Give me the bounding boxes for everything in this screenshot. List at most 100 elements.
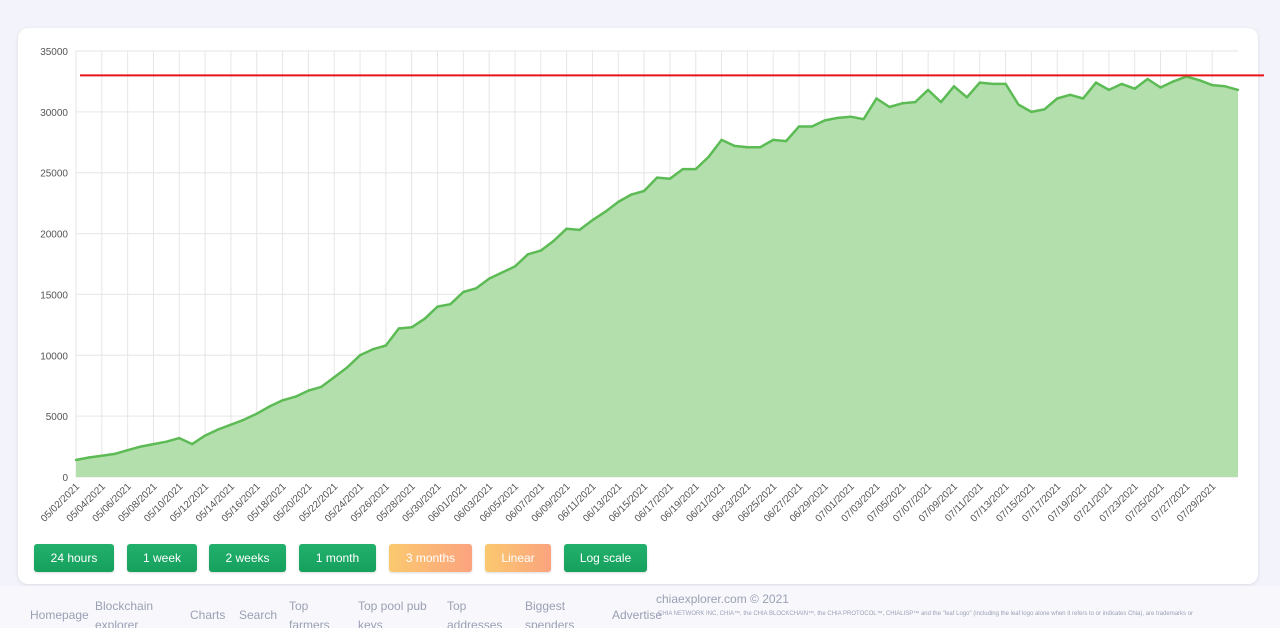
data-point — [952, 85, 956, 88]
data-point — [720, 138, 723, 142]
data-point — [565, 227, 568, 230]
footer-link-blockchain-explorer[interactable]: Blockchain explorer — [95, 599, 154, 628]
footer-link-homepage[interactable]: Homepage — [30, 608, 89, 622]
y-tick-label: 5000 — [46, 412, 69, 423]
data-point — [74, 458, 78, 462]
data-point — [733, 144, 736, 148]
data-point — [1069, 93, 1072, 97]
data-point — [126, 449, 129, 452]
y-tick-label: 20000 — [40, 230, 68, 241]
data-point — [1198, 79, 1201, 82]
data-point — [604, 210, 607, 213]
footer-link-top-farmers[interactable]: Top farmers — [289, 599, 330, 628]
data-point — [875, 97, 878, 100]
data-point — [436, 305, 439, 308]
data-point — [242, 418, 245, 421]
log-scale-button[interactable]: Log scale — [564, 544, 647, 572]
data-point — [1017, 103, 1020, 106]
data-point — [552, 239, 555, 243]
data-point — [488, 277, 491, 280]
data-point — [539, 249, 542, 252]
data-point — [991, 82, 994, 86]
site-footer: chiaexplorer.com © 2021 CHIA NETWORK INC… — [0, 586, 1280, 628]
data-point — [397, 327, 400, 330]
data-point — [642, 189, 646, 193]
data-point — [617, 200, 620, 204]
network-space-chart: 0 5000 10000 15000 20000 25000 30000 35000 05/0… — [39, 47, 1240, 525]
footer-link-biggest-spenders[interactable]: Biggest spenders — [525, 599, 575, 628]
y-tick-label: 25000 — [40, 169, 68, 180]
data-point — [1081, 97, 1085, 100]
data-point — [1043, 108, 1046, 111]
data-point — [591, 219, 594, 222]
data-point — [1185, 75, 1188, 78]
data-point — [1223, 85, 1227, 88]
x-axis-ticks: 05/02/202105/04/202105/06/202105/08/2021… — [39, 481, 1219, 524]
data-point — [178, 436, 181, 440]
data-point — [668, 177, 672, 180]
data-point — [1146, 77, 1149, 81]
data-point — [746, 146, 749, 149]
range-1-month-button[interactable]: 1 month — [299, 544, 376, 572]
y-tick-label: 15000 — [40, 290, 68, 301]
data-point — [216, 428, 220, 431]
copyright-text: chiaexplorer.com © 2021 — [656, 592, 789, 606]
data-point — [100, 454, 104, 457]
data-point — [1004, 82, 1007, 86]
data-point — [371, 348, 375, 351]
y-tick-label: 0 — [62, 473, 68, 484]
data-point — [1211, 83, 1214, 87]
data-point — [139, 445, 142, 448]
range-24-hours-button[interactable]: 24 hours — [34, 544, 114, 572]
data-point — [384, 344, 388, 347]
y-tick-label: 10000 — [40, 351, 68, 362]
footer-link-top-pool-pub-keys[interactable]: Top pool pub keys — [358, 599, 427, 628]
data-point — [1056, 97, 1059, 100]
chart-card: 0 5000 10000 15000 20000 25000 30000 35000 05/0… — [18, 28, 1258, 584]
data-point — [862, 118, 865, 121]
data-point — [797, 125, 801, 128]
data-point — [1172, 80, 1175, 83]
data-point — [578, 228, 581, 232]
y-tick-label: 35000 — [40, 47, 68, 58]
footer-link-advertise[interactable]: Advertise — [612, 608, 663, 622]
footer-link-top-addresses[interactable]: Top addresses — [447, 599, 503, 628]
data-point — [1030, 110, 1033, 114]
data-point — [229, 423, 233, 426]
data-point — [294, 395, 297, 398]
data-point — [268, 405, 271, 408]
data-point — [1094, 81, 1098, 84]
data-point — [772, 138, 775, 142]
range-3-months-button[interactable]: 3 months — [389, 544, 472, 572]
data-point — [345, 366, 349, 369]
data-point — [681, 167, 684, 171]
range-2-weeks-button[interactable]: 2 weeks — [209, 544, 286, 572]
data-point — [526, 253, 530, 256]
data-point — [333, 376, 336, 379]
data-point — [358, 354, 362, 357]
data-point — [203, 434, 207, 437]
data-point — [449, 303, 452, 306]
data-point — [759, 146, 762, 149]
data-point — [191, 442, 194, 446]
data-point — [823, 119, 826, 122]
footer-link-charts[interactable]: Charts — [190, 608, 226, 622]
footer-link-search[interactable]: Search — [239, 608, 278, 622]
data-point — [1133, 87, 1136, 90]
linear-scale-button[interactable]: Linear — [485, 544, 551, 572]
data-point — [655, 176, 659, 179]
area-fill — [76, 76, 1238, 477]
data-point — [475, 287, 478, 290]
data-point — [1107, 88, 1111, 92]
data-point — [500, 271, 504, 274]
data-point — [926, 88, 930, 92]
range-1-week-button[interactable]: 1 week — [127, 544, 197, 572]
data-point — [410, 326, 413, 329]
data-point — [1120, 82, 1124, 86]
data-point — [87, 456, 91, 459]
data-point — [707, 155, 710, 159]
data-point — [939, 100, 943, 104]
data-point — [784, 139, 788, 143]
data-point — [152, 442, 155, 446]
data-point — [513, 265, 517, 268]
